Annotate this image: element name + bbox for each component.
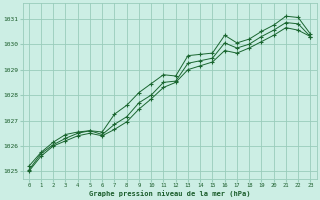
X-axis label: Graphe pression niveau de la mer (hPa): Graphe pression niveau de la mer (hPa) bbox=[89, 190, 250, 197]
